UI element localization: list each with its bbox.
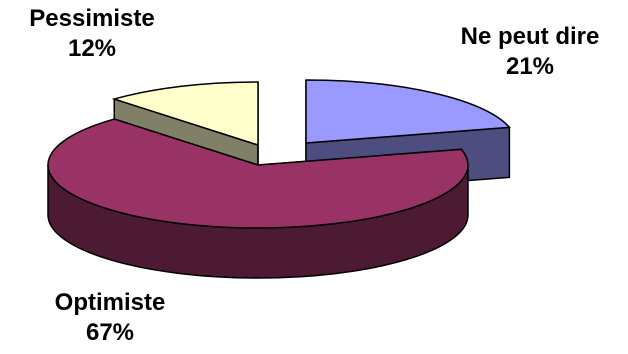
label-pessimiste-value: 12% [67, 35, 117, 62]
slice-optimiste [47, 118, 469, 229]
label-optimiste: Optimiste 67% [20, 288, 200, 348]
slice-ne-peut-dire [305, 79, 511, 144]
label-pessimiste: Pessimiste 12% [2, 4, 182, 64]
label-ne-peut-dire: Ne peut dire 21% [440, 22, 620, 82]
label-ne-peut-dire-value: 21% [505, 53, 555, 80]
label-ne-peut-dire-name: Ne peut dire [460, 23, 600, 50]
pie-tops [47, 79, 511, 229]
slice-pessimiste [111, 81, 259, 147]
label-optimiste-name: Optimiste [54, 289, 166, 316]
label-pessimiste-name: Pessimiste [29, 5, 155, 32]
label-optimiste-value: 67% [85, 319, 135, 346]
